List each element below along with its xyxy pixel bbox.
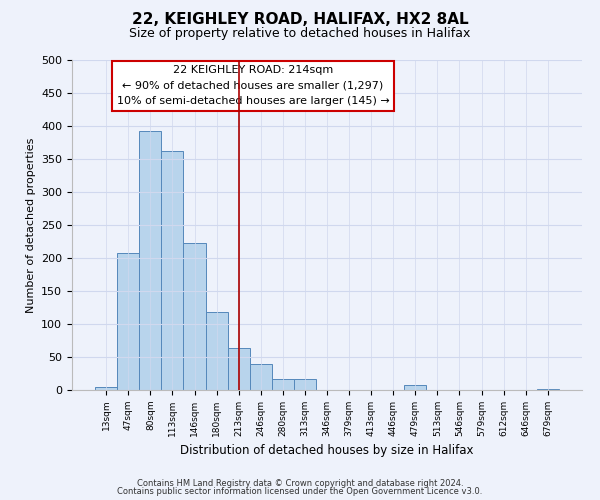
Bar [161,151,184,390]
Bar [537,388,559,390]
Text: 22 KEIGHLEY ROAD: 214sqm
← 90% of detached houses are smaller (1,297)
10% of sem: 22 KEIGHLEY ROAD: 214sqm ← 90% of detach… [116,65,389,106]
Bar [227,348,250,390]
Text: 22, KEIGHLEY ROAD, HALIFAX, HX2 8AL: 22, KEIGHLEY ROAD, HALIFAX, HX2 8AL [131,12,469,28]
Bar [250,364,272,390]
Text: Contains HM Land Registry data © Crown copyright and database right 2024.: Contains HM Land Registry data © Crown c… [137,478,463,488]
Bar [117,254,139,390]
Text: Size of property relative to detached houses in Halifax: Size of property relative to detached ho… [130,28,470,40]
Bar [184,244,206,390]
Bar [294,380,316,390]
Bar [139,130,161,390]
Text: Contains public sector information licensed under the Open Government Licence v3: Contains public sector information licen… [118,487,482,496]
X-axis label: Distribution of detached houses by size in Halifax: Distribution of detached houses by size … [180,444,474,458]
Y-axis label: Number of detached properties: Number of detached properties [26,138,35,312]
Bar [404,384,427,390]
Bar [272,380,294,390]
Bar [206,312,227,390]
Bar [95,386,117,390]
